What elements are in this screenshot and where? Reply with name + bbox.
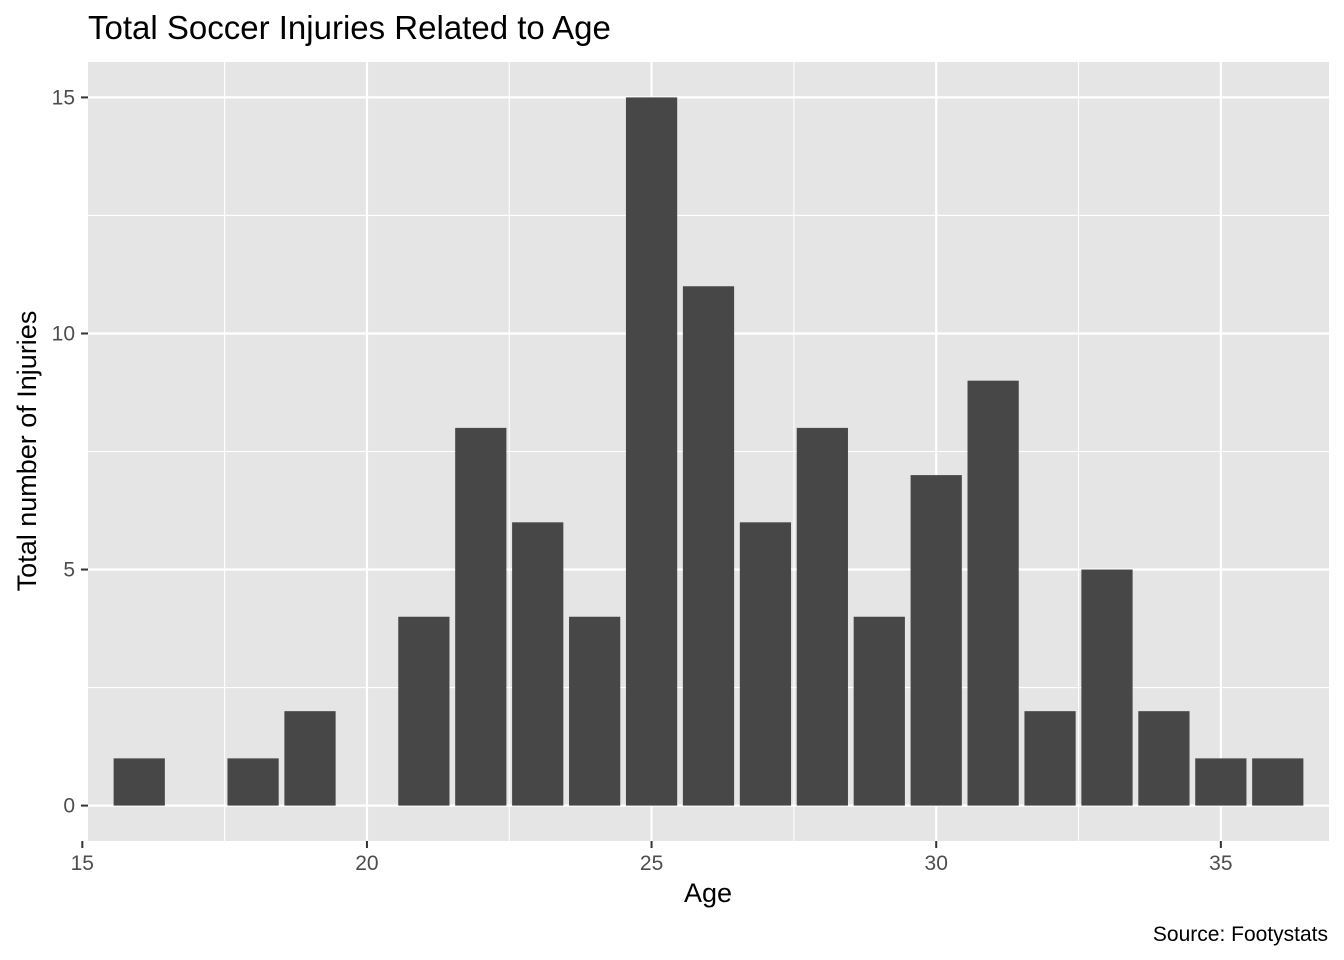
bar-age-25 — [625, 97, 678, 806]
bar-age-34 — [1138, 711, 1190, 806]
bar-age-35 — [1195, 758, 1247, 806]
x-tick-label: 20 — [355, 852, 378, 875]
bar-age-32 — [1024, 711, 1076, 806]
x-axis-title: Age — [684, 878, 732, 908]
bar-age-27 — [739, 522, 792, 806]
bar-age-30 — [910, 475, 962, 806]
x-tick-label: 30 — [925, 852, 948, 875]
bars — [113, 97, 1304, 806]
y-axis-title: Total number of Injuries — [12, 311, 42, 592]
bar-age-21 — [398, 616, 450, 806]
y-tick-label: 10 — [52, 322, 75, 345]
x-tick-label: 35 — [1209, 852, 1232, 875]
bar-age-33 — [1081, 569, 1133, 806]
bar-age-26 — [682, 286, 735, 806]
x-axis: 15 20 25 30 35 — [71, 841, 1233, 875]
y-tick-label: 0 — [63, 795, 75, 818]
bar-age-16 — [113, 758, 165, 806]
x-tick-label: 15 — [71, 852, 94, 875]
bar-age-29 — [853, 616, 905, 806]
bar-age-36 — [1252, 758, 1304, 806]
y-axis: 0 5 10 15 — [52, 86, 88, 818]
y-tick-label: 5 — [63, 559, 75, 582]
bar-age-28 — [796, 427, 848, 806]
bar-age-24 — [569, 616, 621, 806]
bar-age-22 — [455, 427, 507, 806]
bar-age-18 — [227, 758, 279, 806]
y-tick-label: 15 — [52, 86, 75, 109]
x-tick-label: 25 — [640, 852, 663, 875]
bar-age-23 — [512, 522, 564, 806]
bar-age-19 — [284, 711, 336, 806]
bar-age-31 — [967, 380, 1019, 806]
chart-title: Total Soccer Injuries Related to Age — [88, 9, 611, 46]
source-caption: Source: Footystats — [1153, 923, 1328, 946]
